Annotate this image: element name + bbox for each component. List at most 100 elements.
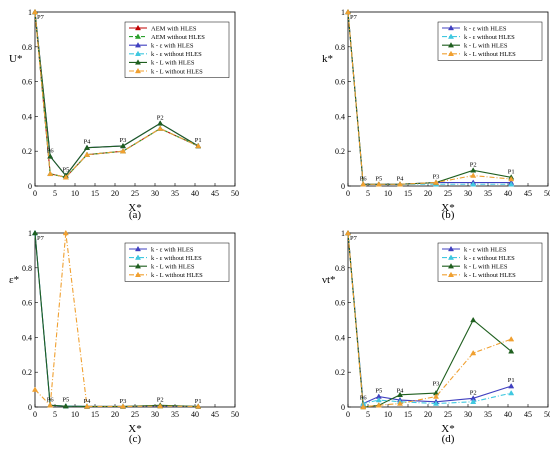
x-tick-label: 30	[464, 410, 472, 419]
x-tick-label: 50	[544, 189, 550, 198]
point-label: P7	[37, 14, 45, 21]
data-point	[157, 120, 164, 126]
data-point	[396, 400, 404, 406]
data-point	[470, 172, 477, 178]
legend-label: k - ε with HLES	[464, 246, 507, 253]
y-tick-label: 0.8	[22, 264, 32, 273]
x-tick-label: 0	[346, 410, 350, 419]
point-label: P3	[120, 137, 127, 144]
y-tick-label: 0.6	[22, 299, 32, 308]
point-label: P1	[508, 377, 515, 384]
x-tick-label: 45	[211, 410, 219, 419]
legend-marker	[447, 254, 455, 260]
data-point	[375, 396, 382, 403]
x-tick-label: 40	[504, 189, 512, 198]
data-point	[396, 391, 404, 398]
panel-caption: (c)	[129, 433, 142, 445]
legend-marker	[447, 245, 455, 252]
legend: AEM with HLES AEM without HLES k - ε with …	[124, 21, 230, 78]
x-tick-label: 10	[71, 189, 79, 198]
y-tick-label: 0.2	[335, 147, 345, 156]
x-tick-label: 40	[191, 189, 199, 198]
data-point	[508, 175, 515, 182]
x-tick-label: 35	[484, 189, 492, 198]
x-tick-label: 30	[151, 189, 159, 198]
data-point	[31, 229, 39, 236]
data-point	[31, 8, 39, 15]
data-point	[119, 148, 127, 154]
x-tick-label: 5	[366, 189, 370, 198]
x-tick-label: 20	[111, 410, 119, 419]
data-point	[47, 170, 54, 177]
point-label: P4	[397, 388, 405, 395]
x-tick-label: 5	[53, 410, 57, 419]
legend-marker	[134, 33, 142, 39]
point-label: P6	[47, 396, 55, 403]
data-point	[470, 181, 477, 187]
y-tick-label: 1	[28, 8, 32, 17]
y-tick-label: 0.8	[335, 264, 345, 273]
point-label: P2	[157, 396, 164, 403]
data-point	[47, 402, 54, 408]
point-label: P2	[470, 161, 477, 168]
x-tick-label: 25	[131, 410, 139, 419]
x-tick-label: 45	[524, 189, 532, 198]
legend-box	[124, 21, 230, 78]
y-tick-label: 0.4	[22, 112, 32, 121]
x-tick-label: 35	[484, 410, 492, 419]
y-axis-label: U*	[9, 53, 22, 65]
y-tick-label: 0.6	[335, 78, 345, 87]
x-tick-label: 0	[33, 410, 37, 419]
point-label: P5	[62, 396, 69, 403]
x-tick-label: 0	[33, 189, 37, 198]
point-label: P4	[397, 175, 405, 182]
x-axis-label: X*	[441, 423, 454, 435]
x-tick-label: 30	[464, 189, 472, 198]
legend-marker	[447, 263, 455, 269]
legend-label: AEM without HLES	[151, 34, 205, 41]
y-tick-label: 1	[28, 229, 32, 238]
legend-marker	[447, 42, 455, 48]
legend-marker	[134, 245, 142, 252]
point-label: P7	[350, 14, 358, 21]
point-label: P3	[433, 174, 440, 181]
legend-label: k - L without HLES	[151, 68, 203, 75]
y-tick-label: 0	[28, 403, 32, 412]
legend: k - ε with HLES k - ε without HLES k - L w…	[437, 21, 543, 61]
y-tick-label: 0.6	[335, 299, 345, 308]
data-point	[432, 400, 440, 406]
x-tick-label: 15	[91, 189, 99, 198]
x-tick-label: 5	[53, 189, 57, 198]
data-point	[344, 229, 352, 236]
legend-marker	[447, 50, 455, 56]
data-point	[62, 229, 69, 236]
data-point	[470, 349, 477, 356]
x-tick-label: 20	[424, 189, 432, 198]
data-point	[83, 144, 91, 150]
y-tick-label: 0.4	[335, 333, 345, 342]
legend-marker	[134, 67, 142, 74]
y-tick-label: 1	[341, 229, 345, 238]
data-point	[157, 125, 164, 131]
x-tick-label: 15	[91, 410, 99, 419]
x-tick-label: 10	[384, 410, 392, 419]
point-label: P5	[375, 175, 382, 182]
x-tick-label: 35	[171, 189, 179, 198]
x-tick-label: 20	[111, 189, 119, 198]
data-point	[62, 403, 69, 409]
x-tick-label: 25	[131, 189, 139, 198]
y-tick-label: 0	[341, 403, 345, 412]
data-point	[375, 181, 382, 187]
point-label: P5	[375, 388, 382, 395]
legend-marker	[447, 24, 455, 31]
data-point	[83, 151, 91, 157]
legend-marker	[134, 59, 142, 65]
y-axis-label: ε*	[9, 274, 19, 286]
y-tick-label: 0.8	[335, 43, 345, 52]
x-axis-label: X*	[441, 202, 454, 214]
panel-caption: (b)	[442, 209, 455, 221]
legend: k - ε with HLES k - ε without HLES k - L w…	[437, 242, 543, 282]
x-tick-label: 25	[444, 410, 452, 419]
x-tick-label: 30	[151, 410, 159, 419]
